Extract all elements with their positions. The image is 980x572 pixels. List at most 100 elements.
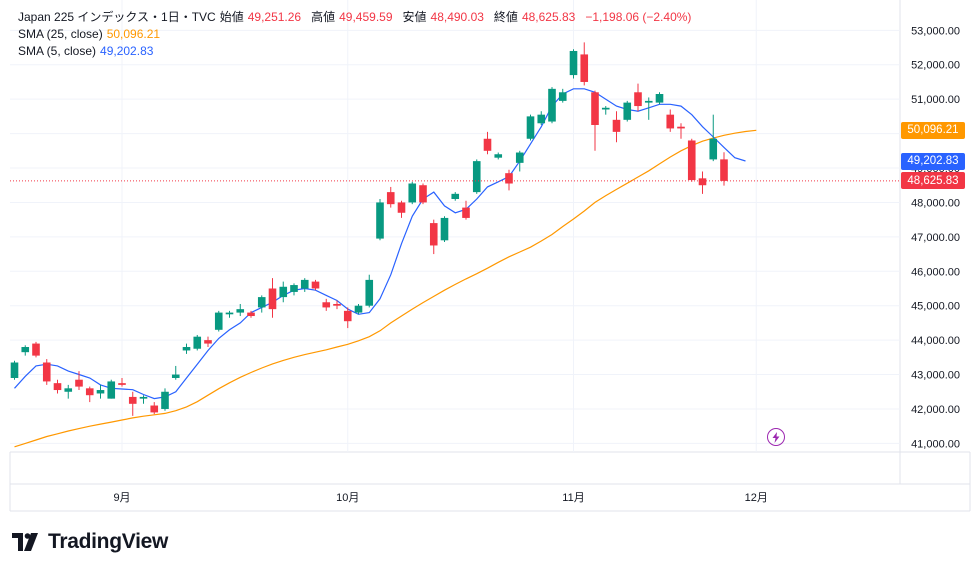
candle xyxy=(354,303,363,315)
y-tick-label: 46,000.00 xyxy=(911,266,960,278)
candle xyxy=(483,131,492,155)
candle xyxy=(236,303,245,317)
candle-body xyxy=(483,138,492,151)
candle-body xyxy=(107,381,116,399)
candle-body xyxy=(515,152,524,163)
candle-body xyxy=(311,281,320,289)
candle xyxy=(365,274,374,308)
candle-body xyxy=(591,92,599,125)
candle-body xyxy=(601,107,610,110)
candle-body xyxy=(139,396,148,399)
candle-body xyxy=(322,302,331,308)
candle-body xyxy=(300,279,309,289)
candle xyxy=(107,379,116,399)
candle-body xyxy=(644,100,653,103)
candle xyxy=(268,278,277,318)
x-tick-label: 9月 xyxy=(113,492,130,504)
candle-body xyxy=(677,126,685,129)
candle xyxy=(376,198,384,241)
candle xyxy=(279,281,288,303)
candle xyxy=(505,169,513,191)
candle xyxy=(64,384,73,399)
candle xyxy=(150,402,159,415)
candle-body xyxy=(64,388,73,392)
candle xyxy=(214,310,223,332)
candle-body xyxy=(225,312,234,315)
candle-body xyxy=(451,193,460,199)
time-axis[interactable]: 9月 10月 11月 12月 xyxy=(113,492,767,504)
candle-body xyxy=(634,92,642,107)
y-tick-label: 43,000.00 xyxy=(911,370,960,382)
y-tick-label: 45,000.00 xyxy=(911,301,960,313)
candle xyxy=(10,360,19,380)
sma5-line xyxy=(14,88,746,400)
candle-body xyxy=(21,347,30,353)
candle-body xyxy=(236,309,245,313)
candle xyxy=(494,152,503,160)
candle xyxy=(537,111,546,125)
candle-body xyxy=(666,114,675,129)
candle xyxy=(472,159,481,194)
candle-body xyxy=(698,178,707,186)
candle xyxy=(623,100,632,122)
candle-body xyxy=(537,114,546,124)
price-chart[interactable]: 53,000.0052,000.0051,000.0050,000.0049,0… xyxy=(0,0,980,520)
candle-body xyxy=(204,340,212,344)
candle xyxy=(666,109,675,132)
candle-body xyxy=(10,362,19,378)
indicator-sma5-row[interactable]: SMA (5, close) 49,202.83 xyxy=(18,43,697,60)
candle-body xyxy=(365,279,374,306)
candle-body xyxy=(182,347,191,351)
close-value: 48,625.83 xyxy=(521,10,576,24)
lightning-icon[interactable] xyxy=(767,428,785,446)
candle-body xyxy=(268,288,277,310)
candle xyxy=(32,341,40,358)
candle-body xyxy=(376,202,384,239)
candle-body xyxy=(462,207,470,218)
last-price-tag: 48,625.83 xyxy=(901,172,965,190)
candle xyxy=(322,298,331,311)
candle-body xyxy=(505,173,513,184)
candle xyxy=(709,114,718,162)
candle xyxy=(21,345,30,356)
candle-body xyxy=(494,154,503,158)
symbol-title[interactable]: Japan 225 インデックス・1日・TVC xyxy=(18,10,216,24)
tradingview-logo[interactable]: TradingView xyxy=(12,530,168,554)
candle xyxy=(171,365,180,380)
candle-body xyxy=(96,390,105,394)
candle xyxy=(204,336,212,348)
sma5-value: 49,202.83 xyxy=(100,44,154,58)
candle xyxy=(290,283,298,296)
candle-body xyxy=(75,379,83,387)
candle-body xyxy=(118,383,126,385)
candle-body xyxy=(214,312,223,330)
price-axis[interactable]: 53,000.0052,000.0051,000.0050,000.0049,0… xyxy=(911,25,960,450)
candle xyxy=(451,192,460,201)
y-tick-label: 51,000.00 xyxy=(911,94,960,106)
candles-group xyxy=(10,42,728,416)
sma5-label: SMA (5, close) xyxy=(18,44,97,58)
candle-body xyxy=(440,217,449,241)
candle-body xyxy=(397,202,406,213)
candle-body xyxy=(161,391,169,409)
brand-name: TradingView xyxy=(48,530,169,553)
sma25-price-tag: 50,096.21 xyxy=(901,121,965,139)
close-label: 終値 xyxy=(493,10,518,24)
indicator-sma25-row[interactable]: SMA (25, close) 50,096.21 xyxy=(18,26,697,43)
candle xyxy=(677,123,685,139)
candle-body xyxy=(526,116,535,139)
candle xyxy=(42,359,51,385)
low-value: 48,490.03 xyxy=(430,10,484,24)
candle xyxy=(580,42,589,86)
candle xyxy=(139,395,148,404)
candle xyxy=(225,310,234,318)
candle xyxy=(408,181,417,205)
candle xyxy=(300,278,309,292)
candle-body xyxy=(612,119,621,132)
candle xyxy=(397,200,406,218)
candle xyxy=(128,391,137,416)
candle xyxy=(612,111,621,143)
y-tick-label: 44,000.00 xyxy=(911,335,960,347)
candle-body xyxy=(32,343,40,356)
candle xyxy=(720,152,728,186)
